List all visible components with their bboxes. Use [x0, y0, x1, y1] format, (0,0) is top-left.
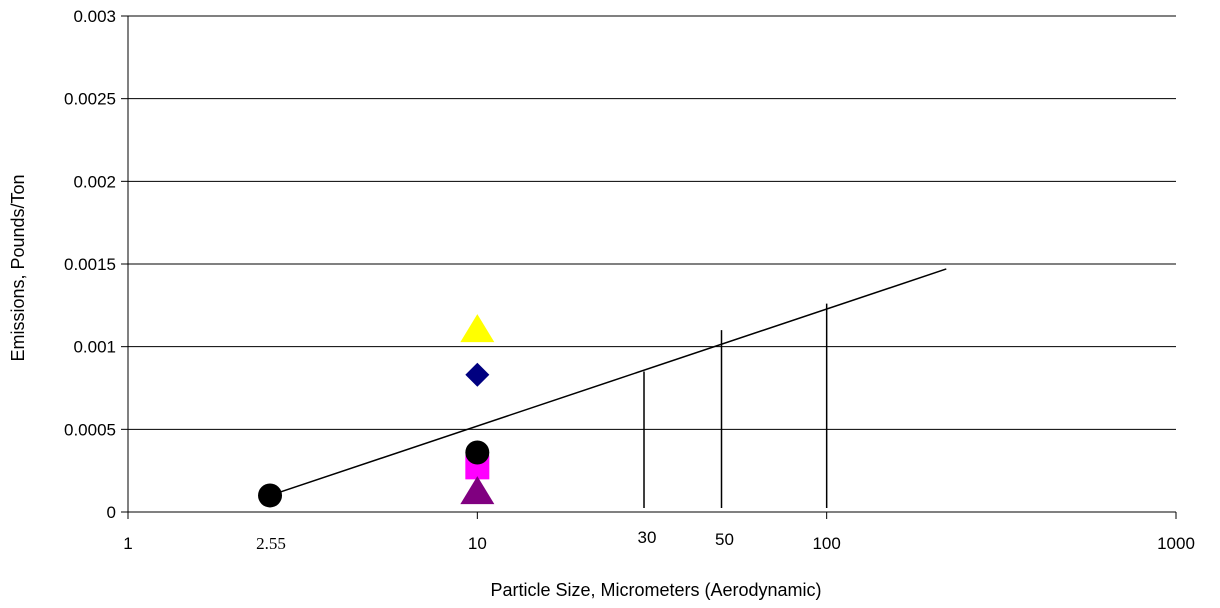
data-point-circle [258, 483, 283, 508]
x-annotation-label: 2.55 [256, 534, 286, 553]
x-tick-label: 1 [123, 534, 132, 553]
x-annotation-label: 50 [715, 530, 734, 549]
y-tick-label: 0.0015 [64, 255, 116, 274]
y-tick-label: 0 [107, 503, 116, 522]
y-tick-label: 0.0005 [64, 420, 116, 439]
x-tick-label: 10 [468, 534, 487, 553]
data-point-circle [465, 440, 490, 465]
y-tick-label: 0.002 [73, 172, 116, 191]
grid-lines [128, 15, 1176, 430]
trend-lines [269, 268, 947, 508]
y-tick-label: 0.001 [73, 338, 116, 357]
trend-line [269, 268, 947, 497]
axes [121, 15, 1177, 519]
y-tick-label: 0.003 [73, 7, 116, 26]
data-markers [258, 314, 495, 508]
y-axis-title: Emissions, Pounds/Ton [8, 174, 28, 361]
data-point-triangle [460, 476, 495, 505]
x-annotation-label: 30 [638, 528, 657, 547]
tick-labels: 0 0.0005 0.001 0.0015 0.002 0.0025 0.003 1 10 100… [64, 7, 1195, 553]
x-tick-label: 1000 [1157, 534, 1195, 553]
x-axis-title: Particle Size, Micrometers (Aerodynamic) [490, 580, 821, 600]
data-point-diamond [465, 362, 490, 387]
data-point-triangle [460, 314, 495, 343]
x-tick-label: 100 [812, 534, 840, 553]
y-tick-label: 0.0025 [64, 90, 116, 109]
